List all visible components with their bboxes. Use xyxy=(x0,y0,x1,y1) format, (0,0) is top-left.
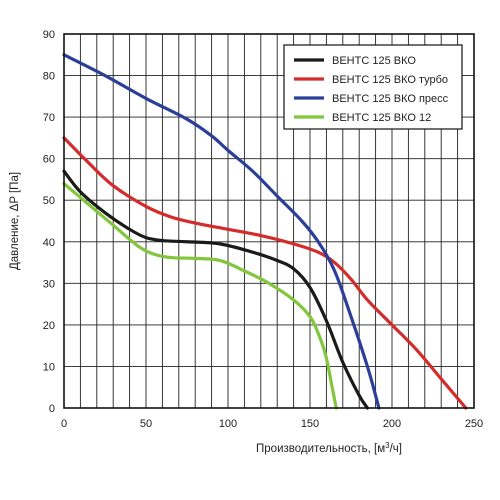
plot-frame xyxy=(63,33,475,409)
legend-label: ВЕНТС 125 ВКО xyxy=(332,55,416,67)
legend-label: ВЕНТС 125 ВКО 12 xyxy=(332,112,431,124)
legend: ВЕНТС 125 ВКО ВЕНТС 125 ВКО турбо ВЕНТС 12… xyxy=(283,44,463,130)
y-tick-label: 50 xyxy=(43,195,55,207)
series-line-4 xyxy=(62,182,338,410)
y-tick-label: 60 xyxy=(43,154,55,166)
x-tick-label: 100 xyxy=(219,418,237,430)
x-tick-label: 0 xyxy=(61,418,67,430)
legend-label: ВЕНТС 125 ВКО пресс xyxy=(332,93,449,105)
y-tick-label: 70 xyxy=(43,112,55,124)
legend-label: ВЕНТС 125 ВКО турбо xyxy=(332,74,448,86)
y-tick-label: 90 xyxy=(43,29,55,41)
x-tick-label: 200 xyxy=(383,418,401,430)
x-tick-label: 250 xyxy=(465,418,483,430)
series-lines xyxy=(62,53,468,410)
y-tick-label: 10 xyxy=(43,361,55,373)
y-axis-label: Давление, ΔP [Па] xyxy=(9,172,21,270)
series-line-3 xyxy=(62,53,381,410)
y-tick-label: 20 xyxy=(43,320,55,332)
x-tick-label: 150 xyxy=(301,418,319,430)
series-line-1 xyxy=(62,169,369,410)
series-line-2 xyxy=(62,136,468,410)
grid xyxy=(64,34,474,408)
x-tick-label: 50 xyxy=(140,418,152,430)
x-axis-label: Производительность, [м3/ч] xyxy=(256,441,402,455)
y-tick-label: 30 xyxy=(43,278,55,290)
tick-labels: 0 50 100 150 200 250 0 10 20 30 40 50 60 70 80 90 xyxy=(43,29,483,430)
y-tick-label: 80 xyxy=(43,71,55,83)
y-tick-label: 40 xyxy=(43,237,55,249)
y-tick-label: 0 xyxy=(49,403,55,415)
